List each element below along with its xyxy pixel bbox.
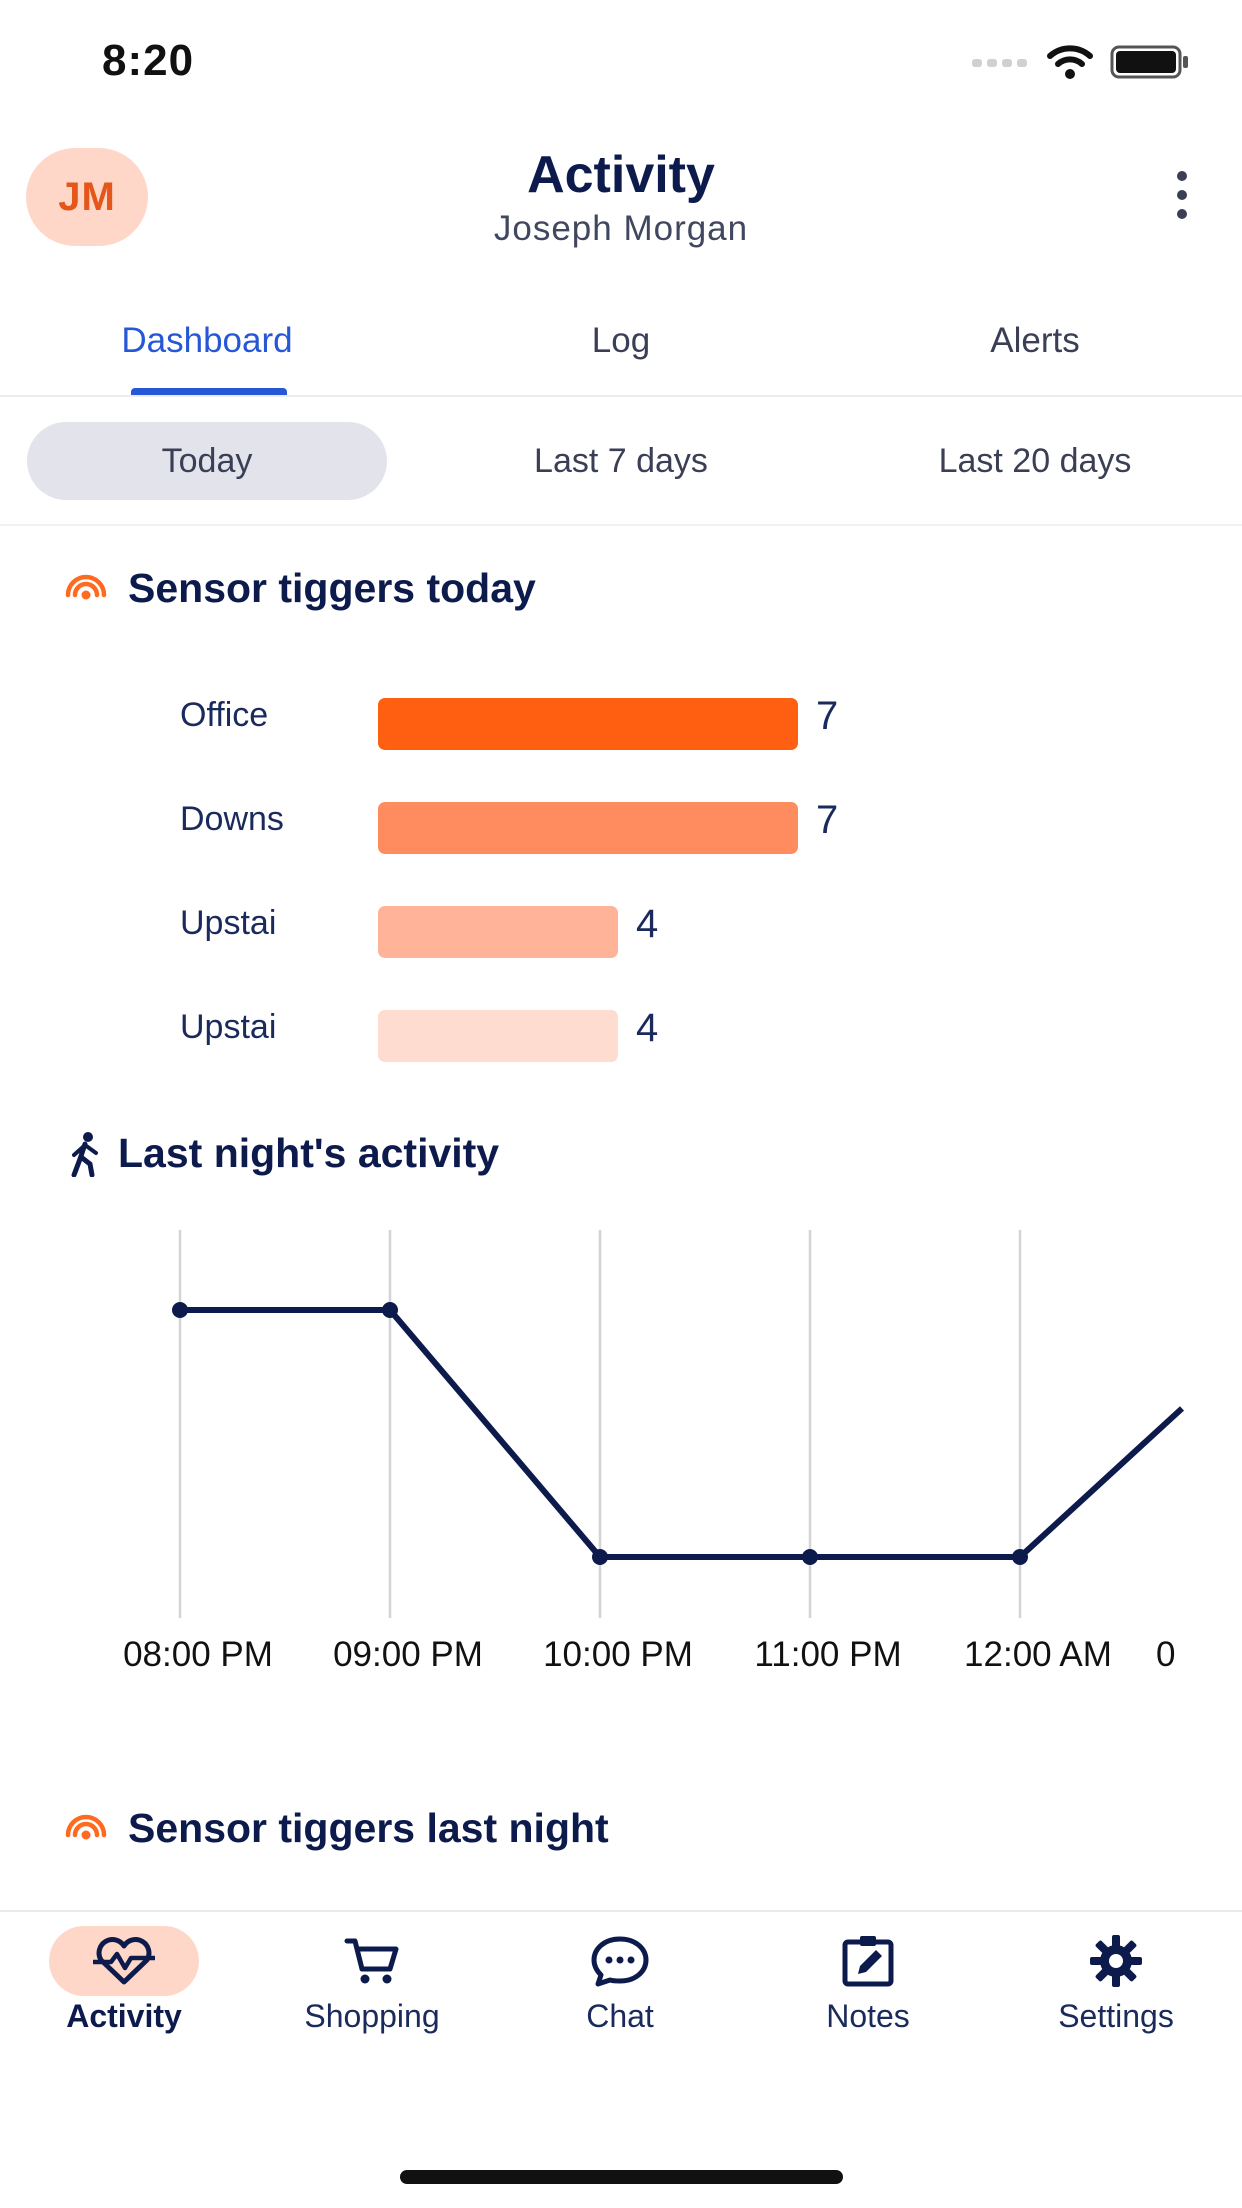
x-tick-label: 09:00 PM <box>333 1635 483 1674</box>
chart-points <box>172 1302 1028 1565</box>
nav-pill <box>297 1926 447 1996</box>
x-tick-labels: 08:00 PM 09:00 PM 10:00 PM 11:00 PM 12:00 AM… <box>123 1635 1175 1674</box>
wifi-icon <box>1047 45 1093 79</box>
cart-icon <box>344 1938 399 1984</box>
section-sensor-last-night: Sensor tiggers last night <box>62 1805 609 1852</box>
nav-activity[interactable]: Activity <box>0 1912 248 2062</box>
tab-indicator <box>131 388 287 395</box>
page-subtitle: Joseph Morgan <box>493 209 749 248</box>
nav-label: Chat <box>586 1998 654 2034</box>
bar-value: 7 <box>816 694 839 738</box>
tab-alerts[interactable]: Alerts <box>990 321 1080 360</box>
nav-shopping[interactable]: Shopping <box>248 1912 496 2062</box>
nav-pill <box>49 1926 199 1996</box>
bar <box>378 906 618 958</box>
app-header: JM Activity Joseph Morgan <box>0 115 1242 285</box>
bar-value: 7 <box>816 798 839 842</box>
nav-label: Settings <box>1058 1998 1174 2034</box>
x-tick-label: 12:00 AM <box>964 1635 1112 1674</box>
page-title: Activity <box>527 146 715 204</box>
sensor-icon <box>65 574 107 599</box>
tab-log[interactable]: Log <box>591 321 651 360</box>
range-last-20-days[interactable]: Last 20 days <box>938 441 1132 480</box>
nav-pill <box>1041 1926 1191 1996</box>
x-tick-label: 10:00 PM <box>543 1635 693 1674</box>
x-tick-label: 0 <box>1156 1635 1175 1674</box>
data-point <box>802 1549 818 1565</box>
x-tick-label: 08:00 PM <box>123 1635 273 1674</box>
section-last-night-activity: Last night's activity <box>68 1130 499 1177</box>
range-selector: Today Last 7 days Last 20 days <box>0 398 1242 526</box>
chat-bubble-icon <box>591 1936 649 1987</box>
data-point <box>1012 1549 1028 1565</box>
heart-pulse-icon <box>93 1937 155 1985</box>
bar-label: Office <box>180 696 269 734</box>
data-point <box>592 1549 608 1565</box>
tab-bar: Dashboard Log Alerts <box>0 285 1242 397</box>
status-icons <box>972 44 1190 80</box>
data-point <box>382 1302 398 1318</box>
bar-value: 4 <box>636 1006 659 1050</box>
signal-icon <box>972 59 1027 67</box>
nav-label: Activity <box>66 1998 182 2034</box>
nav-chat[interactable]: Chat <box>496 1912 744 2062</box>
nav-pill <box>793 1926 943 1996</box>
bar <box>378 1010 618 1062</box>
bar-row: Upstai 4 <box>0 898 1242 958</box>
nav-settings[interactable]: Settings <box>992 1912 1240 2062</box>
series-line <box>180 1307 1185 1560</box>
nav-pill <box>545 1926 695 1996</box>
more-options-icon[interactable] <box>1162 165 1202 225</box>
bottom-nav: Activity Shopping Chat <box>0 1910 1242 2060</box>
status-bar: 8:20 <box>0 0 1242 115</box>
bar-label: Upstai <box>180 1008 277 1046</box>
bar-value: 4 <box>636 902 659 946</box>
nav-notes[interactable]: Notes <box>744 1912 992 2062</box>
status-time: 8:20 <box>102 36 195 85</box>
section-title-text: Sensor tiggers today <box>128 565 536 611</box>
notes-icon <box>842 1936 894 1987</box>
battery-icon <box>1110 45 1188 79</box>
bar-row: Downs 7 <box>0 794 1242 854</box>
x-tick-label: 11:00 PM <box>754 1635 901 1674</box>
bar-row: Upstai 4 <box>0 1002 1242 1062</box>
section-title-text: Last night's activity <box>118 1130 500 1176</box>
bar-row: Office 7 <box>0 690 1242 750</box>
tab-dashboard[interactable]: Dashboard <box>121 321 293 360</box>
sensor-bar-chart: Office 7 Downs 7 Upstai 4 Upstai 4 <box>0 672 1242 1092</box>
bar <box>378 698 798 750</box>
home-indicator[interactable] <box>400 2170 843 2184</box>
gear-icon <box>1090 1935 1142 1987</box>
section-title-text: Sensor tiggers last night <box>128 1805 609 1851</box>
walking-person-icon <box>71 1131 98 1177</box>
data-point <box>172 1302 188 1318</box>
nav-label: Notes <box>826 1998 910 2034</box>
section-sensor-today: Sensor tiggers today <box>62 565 536 612</box>
nav-label: Shopping <box>304 1998 440 2034</box>
activity-line-chart: 08:00 PM 09:00 PM 10:00 PM 11:00 PM 12:00 AM… <box>123 1230 1185 1674</box>
bar-label: Downs <box>180 800 284 838</box>
avatar[interactable]: JM <box>26 148 148 246</box>
range-last-7-days[interactable]: Last 7 days <box>534 441 708 480</box>
bar <box>378 802 798 854</box>
range-today[interactable]: Today <box>27 422 387 500</box>
bar-label: Upstai <box>180 904 277 942</box>
sensor-icon <box>65 1814 107 1839</box>
